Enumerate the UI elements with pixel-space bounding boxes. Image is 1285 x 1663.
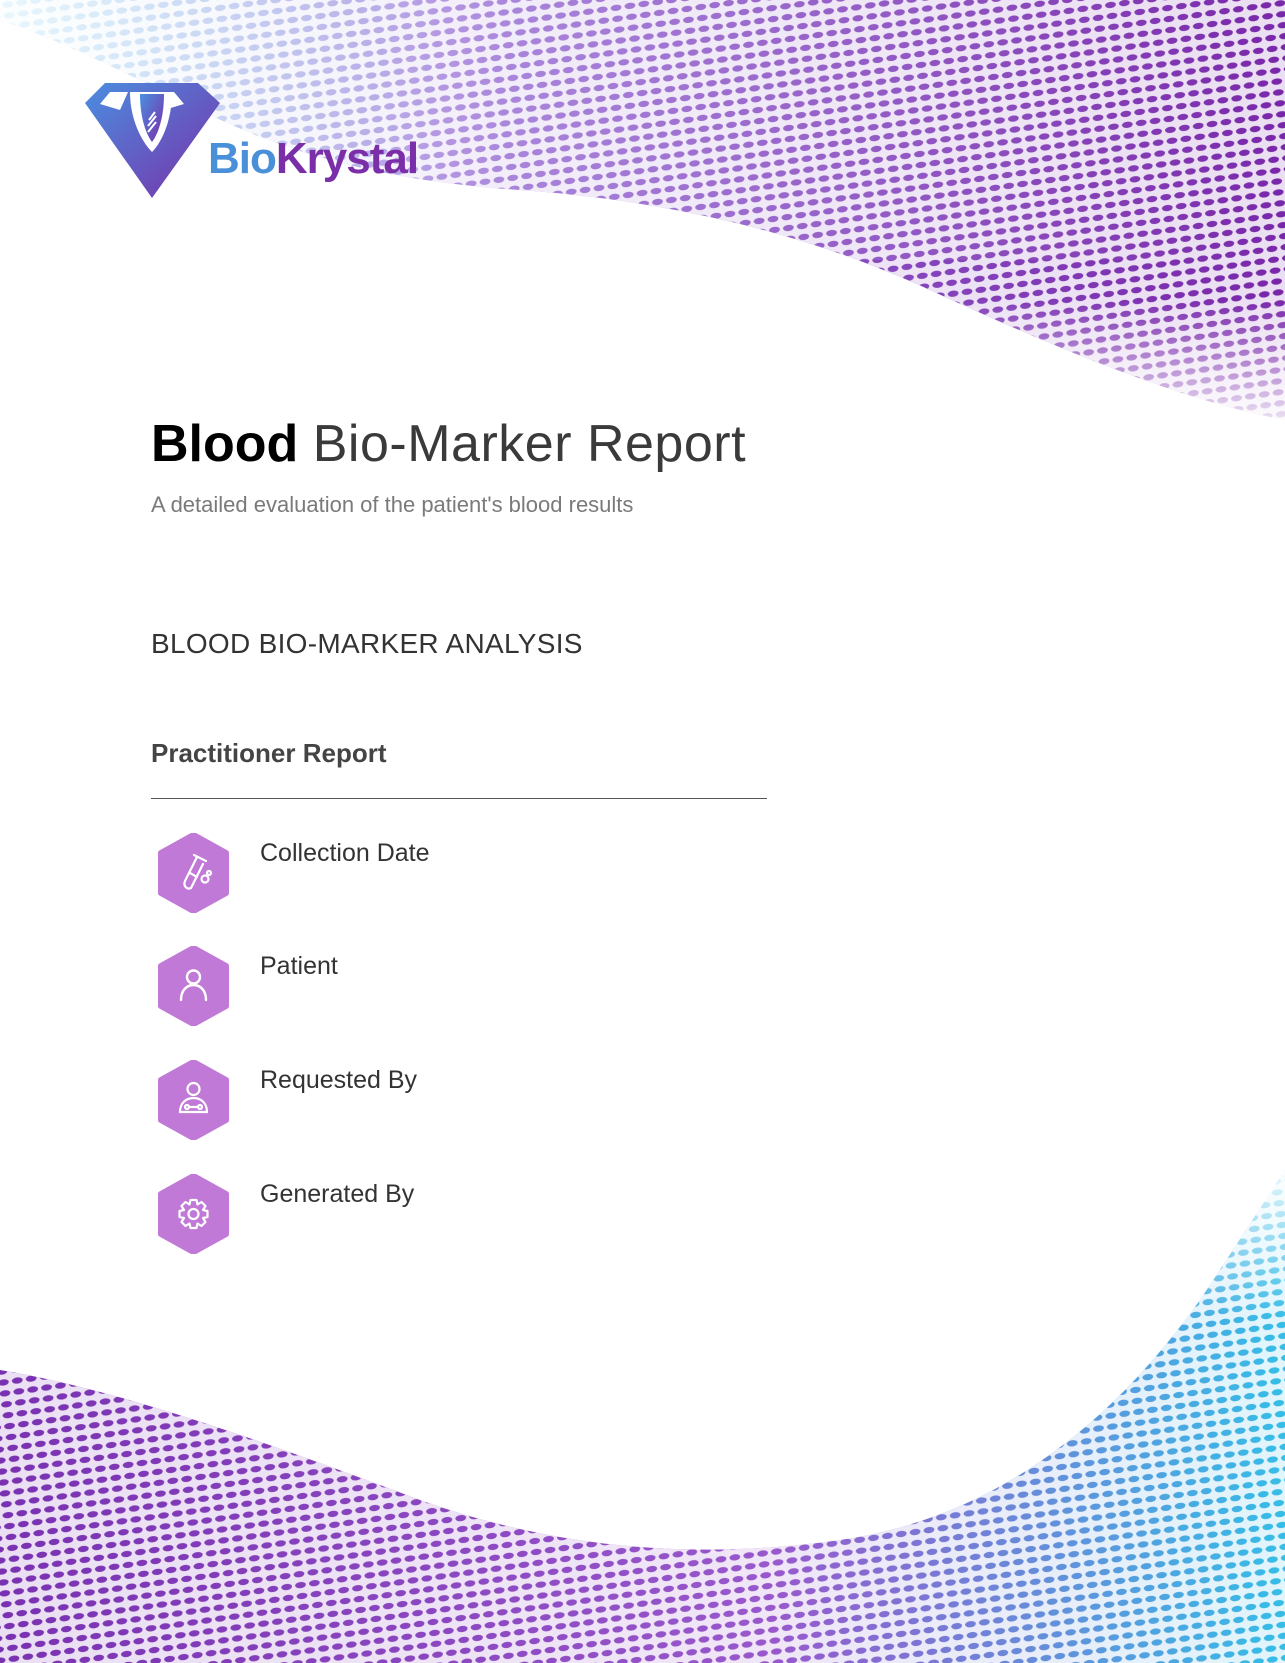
biokrystal-logo: BioKrystal — [80, 80, 430, 200]
logo-text-bio: Bio — [208, 134, 276, 183]
report-title-bold: Blood — [151, 415, 299, 473]
field-label: Requested By — [260, 1066, 418, 1094]
report-subtitle: A detailed evaluation of the patient's b… — [151, 492, 634, 517]
doctor-icon — [158, 1060, 229, 1140]
svg-text:BioKrystal: BioKrystal — [208, 134, 418, 183]
field-label: Generated By — [260, 1180, 415, 1208]
field-requested-by: Requested By — [151, 1060, 751, 1140]
report-title: Blood Bio-Marker Report — [151, 412, 746, 476]
top-wave-mesh — [0, 0, 1285, 420]
field-label: Patient — [260, 952, 338, 980]
gear-icon — [158, 1174, 229, 1254]
person-icon — [158, 946, 229, 1026]
logo-text-krystal: Krystal — [276, 134, 418, 183]
section-heading: BLOOD BIO-MARKER ANALYSIS — [151, 628, 583, 659]
field-patient: Patient — [151, 946, 751, 1026]
divider-line — [151, 798, 767, 799]
report-title-light: Bio-Marker Report — [312, 415, 747, 473]
field-generated-by: Generated By — [151, 1174, 751, 1254]
test-tube-icon — [158, 833, 229, 913]
practitioner-report-heading: Practitioner Report — [151, 738, 387, 768]
field-collection-date: Collection Date — [151, 833, 751, 913]
field-label: Collection Date — [260, 839, 430, 867]
